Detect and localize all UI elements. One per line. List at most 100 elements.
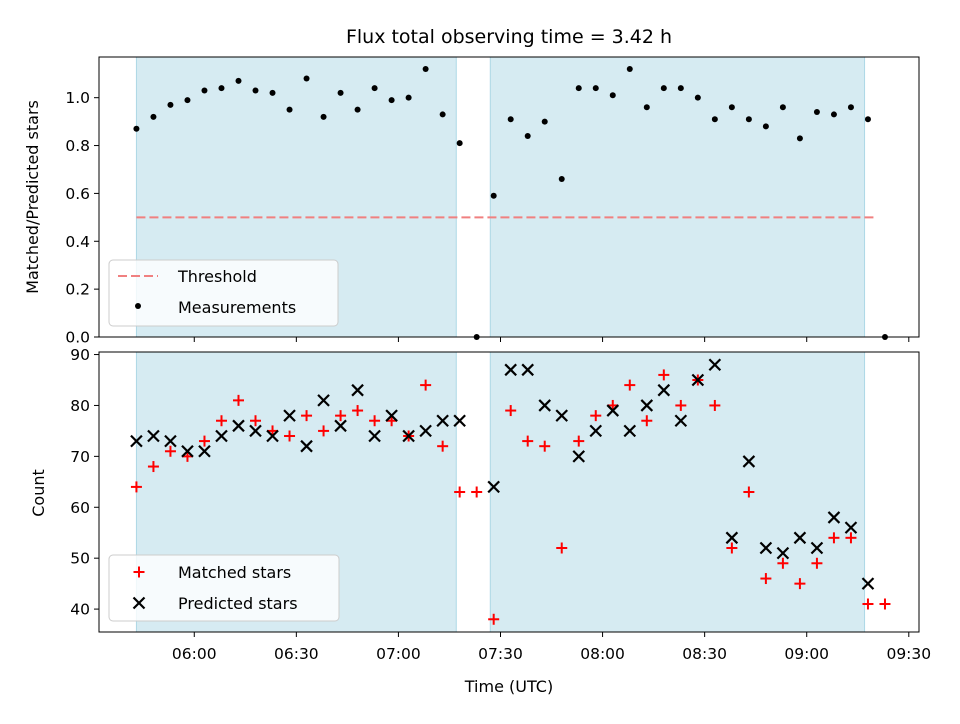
observing-interval	[489, 351, 866, 633]
matched-star-marker	[845, 532, 857, 544]
predicted-star-marker-b	[453, 414, 466, 428]
legend-predicted-swatch	[132, 596, 146, 610]
x-tick-label: 09:00	[784, 645, 829, 663]
measurement-point	[405, 94, 412, 101]
matched-star-marker	[811, 557, 823, 569]
measurement-point	[218, 85, 225, 92]
y-tick-label: 0.0	[65, 329, 90, 347]
top-y-ticks: 0.0 0.2 0.4 0.6 0.8 1.0	[65, 89, 99, 347]
measurement-point	[762, 123, 769, 130]
predicted-star-marker	[640, 399, 654, 412]
predicted-star-marker	[674, 414, 688, 428]
measurement-point	[609, 92, 616, 99]
x-tick-label: 07:30	[478, 645, 523, 663]
matched-star-marker	[454, 486, 466, 498]
predicted-star-markers	[130, 358, 875, 590]
measurement-point	[167, 101, 174, 108]
bottom-y-ticks: 40 50 60 70 80 90	[70, 346, 99, 619]
y-tick-label: 90	[70, 346, 90, 364]
measurement-point	[133, 125, 140, 132]
predicted-star-marker-b	[232, 419, 245, 433]
predicted-star-marker-b	[640, 399, 654, 412]
predicted-star-marker-b	[164, 434, 177, 448]
predicted-star-marker	[181, 444, 194, 458]
predicted-star-marker	[402, 429, 415, 443]
matched-star-marker	[760, 573, 772, 585]
x-tick-label: 08:30	[682, 645, 727, 663]
predicted-star-marker-b	[521, 363, 534, 377]
predicted-star-marker-b	[538, 399, 552, 412]
matched-star-marker	[420, 379, 432, 391]
predicted-star-marker-b	[436, 414, 449, 428]
bottom-y-axis-label: Count	[29, 469, 48, 517]
predicted-star-marker	[300, 439, 313, 453]
measurement-point	[711, 116, 718, 123]
predicted-star-marker	[215, 429, 228, 443]
predicted-star-marker-b	[691, 373, 705, 387]
y-tick-label: 70	[70, 448, 90, 466]
matched-star-marker	[488, 613, 500, 625]
predicted-star-marker-b	[776, 546, 790, 560]
x-tick-label: 06:30	[274, 645, 319, 663]
measurement-point	[201, 87, 208, 94]
predicted-star-marker-b	[504, 363, 517, 377]
predicted-star-marker-b	[266, 429, 279, 443]
x-tick-label: 07:00	[376, 645, 421, 663]
predicted-star-marker-b	[742, 455, 756, 468]
count-panel: 40 50 60 70 80 90 06:00 06:30 07:00 07:30 08:00 08…	[29, 346, 931, 696]
top-y-axis-label: Matched/Predicted stars	[23, 100, 42, 294]
predicted-star-marker	[708, 358, 722, 372]
measurement-point	[813, 109, 820, 116]
x-tick-label: 06:00	[172, 645, 217, 663]
predicted-star-marker-b	[708, 358, 722, 372]
matched-star-marker	[198, 435, 210, 447]
matched-star-marker	[879, 598, 891, 610]
matched-star-marker	[743, 486, 755, 498]
matched-star-marker	[505, 405, 517, 417]
predicted-star-marker	[351, 383, 364, 397]
predicted-star-marker	[334, 419, 347, 433]
predicted-star-marker	[504, 363, 517, 377]
y-tick-label: 0.4	[65, 233, 90, 251]
predicted-star-marker-b	[181, 444, 194, 458]
predicted-star-marker-b	[572, 450, 586, 463]
top-x-ticks	[193, 337, 910, 342]
matched-star-marker	[335, 410, 347, 422]
matched-star-marker	[794, 578, 806, 590]
legend-measurement-swatch	[135, 303, 141, 309]
predicted-star-marker	[861, 577, 875, 590]
predicted-star-marker	[249, 424, 262, 438]
y-tick-label: 40	[70, 601, 90, 619]
y-tick-label: 50	[70, 550, 90, 568]
matched-star-marker	[777, 557, 789, 569]
legend-threshold-label: Threshold	[177, 267, 257, 286]
top-legend: Threshold Measurements	[108, 259, 339, 327]
y-tick-label: 0.2	[65, 281, 90, 299]
predicted-star-marker	[776, 546, 790, 560]
measurement-points	[133, 65, 888, 340]
predicted-star-marker-b	[487, 480, 500, 494]
measurement-point	[745, 116, 752, 123]
predicted-star-marker	[725, 531, 739, 545]
predicted-star-marker	[436, 414, 449, 428]
ratio-panel: 0.0 0.2 0.4 0.6 0.8 1.0 Matched/Predicted sta…	[23, 56, 920, 347]
matched-star-marker	[641, 415, 653, 427]
measurement-point	[269, 89, 276, 96]
matched-star-marker	[573, 435, 585, 447]
top-legend-box	[108, 259, 339, 327]
y-tick-label: 0.8	[65, 137, 90, 155]
bottom-legend-box	[108, 554, 340, 622]
predicted-star-marker-b	[725, 531, 739, 545]
predicted-star-marker-b	[249, 424, 262, 438]
bottom-axes-frame	[98, 351, 920, 633]
measurement-point	[235, 77, 242, 84]
matched-star-marker	[130, 481, 142, 493]
figure-title: Flux total observing time = 3.42 h	[346, 26, 672, 48]
predicted-star-marker	[623, 424, 637, 438]
measurement-point	[660, 85, 667, 92]
measurement-point	[371, 85, 378, 92]
measurement-point	[354, 106, 361, 113]
matched-star-marker	[862, 598, 874, 610]
predicted-star-marker	[538, 399, 552, 412]
